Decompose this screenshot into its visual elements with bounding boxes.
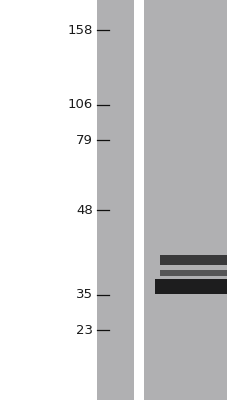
Text: 35: 35 xyxy=(76,288,93,302)
Bar xyxy=(159,270,226,276)
Bar xyxy=(143,0,227,400)
Text: 79: 79 xyxy=(76,134,93,146)
Bar xyxy=(96,0,133,400)
Text: 106: 106 xyxy=(67,98,93,112)
Text: 158: 158 xyxy=(67,24,93,36)
Bar xyxy=(133,0,143,400)
Text: 48: 48 xyxy=(76,204,93,216)
Bar xyxy=(154,279,226,294)
Bar xyxy=(159,255,226,265)
Text: 23: 23 xyxy=(76,324,93,336)
